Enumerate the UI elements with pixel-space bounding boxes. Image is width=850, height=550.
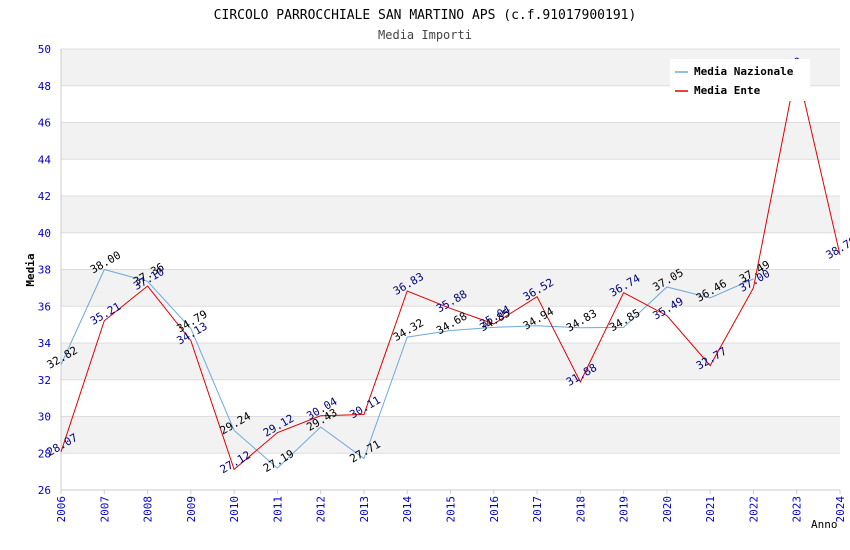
x-tick-label: 2015 (445, 496, 458, 523)
legend-label-media-ente: Media Ente (694, 84, 761, 97)
x-tick-label: 2009 (185, 496, 198, 523)
y-tick-label: 46 (38, 117, 51, 130)
x-tick-label: 2006 (55, 496, 68, 523)
y-axis-ticks: 26 28 30 32 34 36 38 40 42 44 46 48 50 (38, 43, 52, 497)
band-42 (61, 159, 840, 196)
y-tick-label: 38 (38, 264, 51, 277)
x-tick-label: 2008 (142, 496, 155, 523)
x-tick-label: 2018 (574, 496, 587, 523)
band-34 (61, 306, 840, 343)
band-38 (61, 232, 840, 270)
chart-title: CIRCOLO PARROCCHIALE SAN MARTINO APS (c.… (214, 8, 637, 23)
x-tick-label: 2023 (791, 496, 804, 523)
band-44 (61, 122, 840, 160)
x-tick-label: 2010 (228, 496, 241, 523)
legend: Media Nazionale Media Ente (670, 59, 810, 101)
x-tick-label: 2019 (618, 496, 631, 523)
x-tick-label: 2012 (315, 496, 328, 523)
x-tick-label: 2013 (358, 496, 371, 523)
band-28 (61, 416, 840, 454)
x-axis-ticks: 2006 2007 2008 2009 2010 2011 2012 2013 2014 2015… (55, 490, 847, 523)
series-lines (60, 67, 841, 471)
series-line-media-nazionale (60, 268, 754, 469)
x-tick-label: 2021 (704, 496, 717, 523)
series-line-media-ente (60, 67, 841, 471)
y-tick-label: 26 (38, 484, 51, 497)
y-tick-label: 48 (38, 80, 51, 93)
y-tick-label: 32 (38, 374, 51, 387)
band-30 (61, 379, 840, 417)
y-tick-label: 42 (38, 190, 51, 203)
y-tick-label: 36 (38, 300, 51, 313)
legend-label-media-nazionale: Media Nazionale (694, 65, 794, 78)
x-tick-label: 2014 (401, 496, 414, 523)
x-tick-label: 2020 (661, 496, 674, 523)
legend-box (670, 59, 810, 101)
y-tick-label: 30 (38, 411, 51, 424)
y-axis-label: Media (24, 253, 37, 286)
y-tick-label: 28 (38, 447, 51, 460)
band-32 (61, 343, 840, 380)
y-tick-label: 34 (38, 337, 52, 350)
x-tick-label: 2011 (271, 496, 284, 523)
band-36 (61, 269, 840, 307)
y-tick-label: 50 (38, 43, 51, 56)
band-40 (61, 196, 840, 233)
band-26 (61, 453, 840, 490)
x-tick-label: 2016 (488, 496, 501, 523)
chart-subtitle: Media Importi (378, 28, 472, 42)
x-tick-label: 2017 (531, 496, 544, 523)
x-tick-label: 2024 (834, 496, 847, 523)
y-tick-label: 44 (38, 153, 52, 166)
x-tick-label: 2022 (747, 496, 760, 523)
x-tick-label: 2007 (98, 496, 111, 523)
plot-background (61, 49, 840, 490)
x-axis-label: Anno (811, 518, 838, 531)
y-tick-label: 40 (38, 227, 51, 240)
